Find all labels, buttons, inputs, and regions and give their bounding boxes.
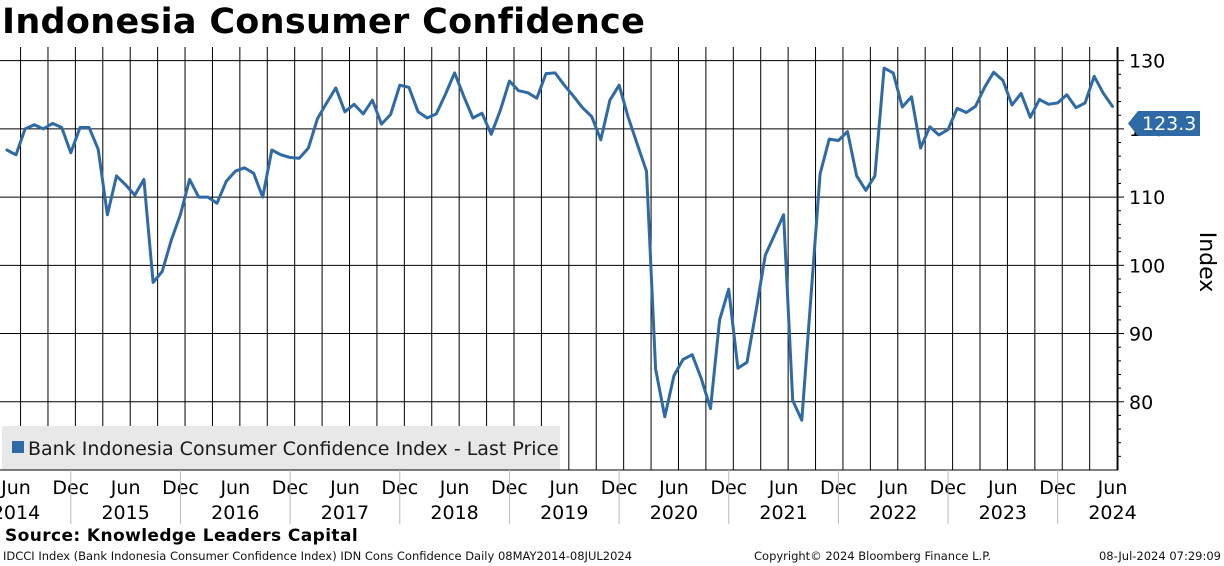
x-tick-year: 2017 — [321, 502, 369, 524]
y-axis-label: Index — [1194, 232, 1219, 293]
chart-title: Indonesia Consumer Confidence — [2, 2, 646, 42]
x-tick-year: 2023 — [979, 502, 1027, 524]
last-value-text: 123.3 — [1142, 113, 1196, 135]
x-tick-month: Jun — [439, 477, 470, 499]
y-tick-label: 130 — [1129, 51, 1165, 73]
x-tick-year: 2024 — [1088, 502, 1136, 524]
footer-copyright: Copyright© 2024 Bloomberg Finance L.P. — [754, 549, 991, 563]
legend-swatch — [12, 441, 24, 453]
x-tick-month: Jun — [877, 477, 908, 499]
x-tick-year: 2022 — [869, 502, 917, 524]
legend-entry: Bank Indonesia Consumer Confidence Index… — [28, 438, 559, 460]
footer-series-info: IDCCI Index (Bank Indonesia Consumer Con… — [3, 549, 633, 563]
x-tick-month: Jun — [0, 477, 31, 499]
axes: 8090100110120130Jun2014DecJun2015DecJun2… — [0, 47, 1165, 524]
x-tick-year: 2021 — [759, 502, 807, 524]
x-tick-month: Jun — [1097, 477, 1128, 499]
x-tick-year: 2014 — [0, 502, 40, 524]
series-line-0 — [5, 66, 1114, 422]
grid-lines — [0, 47, 1118, 470]
x-tick-month: Jun — [329, 477, 360, 499]
last-value-marker — [1128, 111, 1200, 136]
x-tick-month: Jun — [658, 477, 689, 499]
y-tick-label: 100 — [1129, 255, 1165, 277]
x-tick-month: Jun — [768, 477, 799, 499]
footer-timestamp: 08-Jul-2024 07:29:09 — [1098, 549, 1221, 563]
x-tick-month: Jun — [987, 477, 1018, 499]
x-tick-year: 2015 — [101, 502, 149, 524]
y-tick-label: 110 — [1129, 187, 1165, 209]
x-tick-month: Jun — [110, 477, 141, 499]
last-value-label: 123.3 — [1128, 111, 1200, 136]
legend-background — [2, 426, 560, 470]
x-tick-year: 2018 — [430, 502, 478, 524]
source-note: Source: Knowledge Leaders Capital — [5, 526, 359, 546]
x-tick-year: 2020 — [650, 502, 698, 524]
x-tick-month: Jun — [219, 477, 250, 499]
legend: Bank Indonesia Consumer Confidence Index… — [2, 426, 560, 470]
y-tick-label: 90 — [1129, 324, 1153, 346]
x-tick-month: Jun — [548, 477, 579, 499]
x-tick-year: 2019 — [540, 502, 588, 524]
x-tick-year: 2016 — [211, 502, 259, 524]
y-tick-label: 80 — [1129, 392, 1153, 414]
series-layer — [5, 66, 1114, 422]
